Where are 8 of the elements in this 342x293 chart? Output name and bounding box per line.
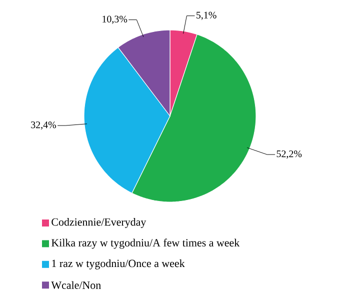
legend-label: Codziennie/Everyday (52, 218, 146, 228)
data-label: 5,1% (196, 12, 216, 20)
data-label: 32,4% (31, 121, 56, 130)
data-label: 52,2% (276, 150, 302, 159)
legend-label: Kilka razy w tygodniu/A few times a week (52, 238, 240, 249)
legend-label: 1 raz w tygodniu/Once a week (52, 259, 185, 270)
data-label: 10,3% (102, 16, 128, 24)
legend-label: Wcale/Non (51, 281, 101, 289)
